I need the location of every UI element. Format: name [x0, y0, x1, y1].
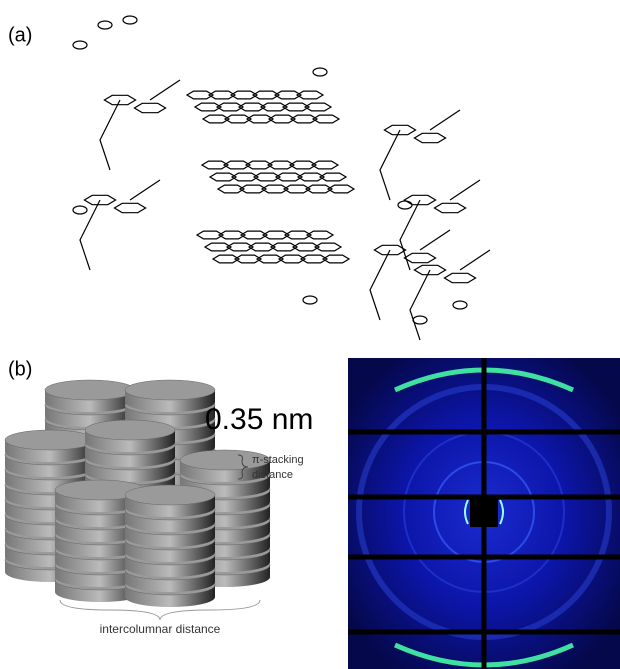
ring	[404, 253, 435, 262]
ring	[134, 103, 165, 112]
atom	[453, 301, 467, 309]
atom	[313, 68, 327, 76]
bond	[380, 110, 460, 200]
disk	[45, 380, 135, 400]
bond	[400, 180, 480, 270]
atom	[413, 316, 427, 324]
atom	[398, 201, 412, 209]
ring	[444, 273, 475, 282]
diffraction-pattern	[348, 358, 620, 669]
panel-label: (a)	[8, 24, 32, 46]
spacing-label: 0.35 nm	[205, 403, 313, 436]
bond	[80, 180, 160, 270]
bond	[100, 80, 180, 170]
disk	[5, 430, 95, 450]
ring	[114, 203, 145, 212]
bond	[410, 250, 490, 340]
panel-label: (b)	[8, 358, 32, 380]
intercolumnar-label: intercolumnar distance	[100, 622, 221, 636]
ring	[414, 133, 445, 142]
atom	[303, 296, 317, 304]
figure: (a) (b) 0.35 nm π-stacking distance inte…	[0, 0, 620, 669]
atom	[73, 206, 87, 214]
atom	[73, 41, 87, 49]
stacking-label: distance	[252, 469, 293, 481]
ring	[434, 203, 465, 212]
disk	[125, 380, 215, 400]
atom	[98, 21, 112, 29]
atom	[123, 16, 137, 24]
disk	[125, 485, 215, 505]
molecular-structure	[73, 16, 490, 340]
stacking-label: π-stacking	[252, 454, 304, 466]
disk	[85, 420, 175, 440]
